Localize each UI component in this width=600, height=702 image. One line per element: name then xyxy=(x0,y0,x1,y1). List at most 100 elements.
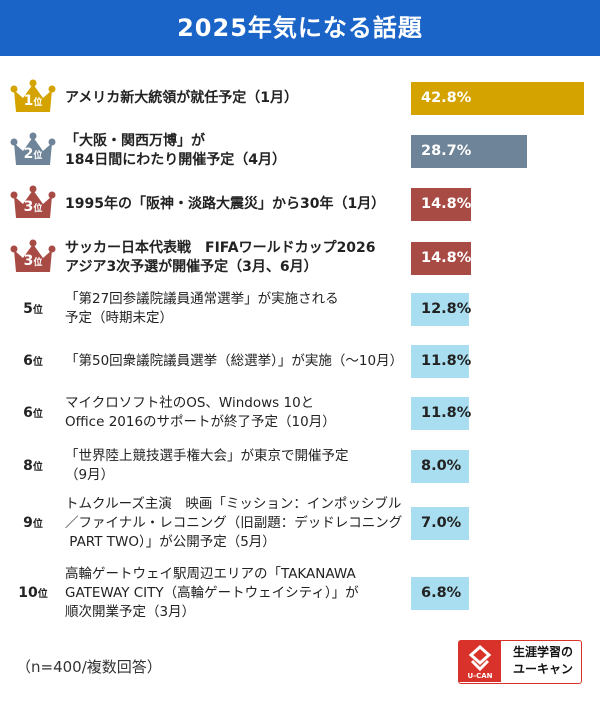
rank-indicator: 2位 xyxy=(8,131,58,171)
crown-icon xyxy=(10,79,56,112)
category-label-line: アメリカ新大統領が就任予定（1月） xyxy=(65,89,299,106)
bar-value-label: 42.8% xyxy=(421,90,472,106)
category-label-line: ／ファイナル・レコニング（旧副題：デッドレコニング xyxy=(65,514,403,531)
category-label-line: （9月） xyxy=(65,467,115,483)
bar: 11.8% xyxy=(411,397,472,430)
rank-number: 9位 xyxy=(23,515,43,531)
rank-indicator: 3位 xyxy=(8,238,58,278)
category-label-line: Office 2016のサポートが終了予定（10月） xyxy=(65,414,336,430)
survey-note: （n=400/複数回答） xyxy=(16,658,162,676)
ucan-logo-mark: U-CAN xyxy=(459,641,501,682)
category-label-text: アメリカ新大統領が就任予定（1月） xyxy=(65,89,298,108)
rank-number: 2位 xyxy=(8,146,58,162)
rank-suffix: 位 xyxy=(33,98,43,108)
category-label-text: 「第50回衆議院議員選挙（総選挙）」が実施（〜10月） xyxy=(65,352,403,371)
bar: 14.8% xyxy=(411,188,471,221)
rank-suffix: 位 xyxy=(32,409,43,420)
rank-indicator: 5位 xyxy=(8,289,58,329)
category-label-line: 「第27回参議院議員通常選挙」が実施される xyxy=(65,291,339,307)
rank-suffix: 位 xyxy=(33,204,43,214)
category-label-line: トムクルーズ主演 映画「ミッション：インポッシブル xyxy=(65,495,402,512)
category-label: 「世界陸上競技選手権大会」が東京で開催予定 （9月） xyxy=(65,442,405,490)
category-label-text: 高輪ゲートウェイ駅周辺エリアの「TAKANAWA GATEWAY CITY（高輪ゲ… xyxy=(65,565,359,622)
rank-value: 2 xyxy=(23,146,34,162)
rank-suffix: 位 xyxy=(32,305,43,316)
bar-value-label: 11.8% xyxy=(421,405,472,421)
rank-suffix: 位 xyxy=(32,357,43,368)
rank-value: 3 xyxy=(23,199,34,215)
category-label-line: マイクロソフト社のOS、Windows 10と xyxy=(65,395,315,411)
crown-icon xyxy=(10,185,56,218)
rank-number: 3位 xyxy=(8,253,58,269)
rank-value: 10 xyxy=(18,585,38,601)
bar: 28.7% xyxy=(411,135,527,168)
category-label-line: PART TWO）」が公開予定（5月） xyxy=(65,533,276,550)
ucan-logo: U-CAN 生涯学習の ユーキャン xyxy=(458,640,582,684)
category-label: 「大阪・関西万博」が 184日間にわたり開催予定（4月） xyxy=(65,127,405,175)
category-label-text: 「大阪・関西万博」が 184日間にわたり開催予定（4月） xyxy=(65,132,286,170)
category-label: マイクロソフト社のOS、Windows 10と Office 2016のサポートが… xyxy=(65,389,405,437)
rank-suffix: 位 xyxy=(33,258,43,268)
category-label: サッカー日本代表戦 FIFAワールドカップ2026 アジア3次予選が開催予定（3月… xyxy=(65,234,405,282)
category-label-line: 「第50回衆議院議員選挙（総選挙）」が実施（〜10月） xyxy=(65,352,404,369)
category-label: トムクルーズ主演 映画「ミッション：インポッシブル ／ファイナル・レコニング（旧副… xyxy=(65,490,405,556)
category-label-text: 「世界陸上競技選手権大会」が東京で開催予定 （9月） xyxy=(65,447,349,485)
bar-value-label: 14.8% xyxy=(421,196,472,212)
bar: 14.8% xyxy=(411,242,471,275)
rank-value: 3 xyxy=(23,253,34,269)
category-label-line: 「世界陸上競技選手権大会」が東京で開催予定 xyxy=(65,448,349,464)
rank-number: 5位 xyxy=(23,301,43,317)
rank-indicator: 6位 xyxy=(8,341,58,381)
rank-indicator: 3位 xyxy=(8,184,58,224)
crown-icon xyxy=(10,132,56,165)
category-label-line: 予定（時期未定） xyxy=(65,310,173,326)
rank-indicator: 1位 xyxy=(8,78,58,118)
rank-indicator: 8位 xyxy=(8,446,58,486)
rank-suffix: 位 xyxy=(32,519,43,530)
category-label-text: トムクルーズ主演 映画「ミッション：インポッシブル ／ファイナル・レコニング（旧副… xyxy=(65,495,402,552)
bar: 11.8% xyxy=(411,345,472,378)
rank-indicator: 9位 xyxy=(8,503,58,543)
rank-value: 5 xyxy=(23,301,33,317)
category-label-line: アジア3次予選が開催予定（3月、6月） xyxy=(65,259,318,275)
bar: 42.8% xyxy=(411,82,584,115)
category-label-text: サッカー日本代表戦 FIFAワールドカップ2026 アジア3次予選が開催予定（3月… xyxy=(65,239,376,277)
bar-value-label: 11.8% xyxy=(421,353,472,369)
category-label-text: 1995年の「阪神・淡路大震災」から30年（1月） xyxy=(65,195,385,214)
bar: 8.0% xyxy=(411,450,469,483)
rank-number: 1位 xyxy=(8,93,58,109)
bar-value-label: 28.7% xyxy=(421,143,472,159)
category-label-line: 高輪ゲートウェイ駅周辺エリアの「TAKANAWA xyxy=(65,565,356,582)
rank-number: 8位 xyxy=(23,458,43,474)
bar: 12.8% xyxy=(411,293,472,326)
category-label: 1995年の「阪神・淡路大震災」から30年（1月） xyxy=(65,184,405,224)
category-label: アメリカ新大統領が就任予定（1月） xyxy=(65,78,405,118)
category-label: 「第27回参議院議員通常選挙」が実施される 予定（時期未定） xyxy=(65,285,405,333)
bar: 6.8% xyxy=(411,577,469,610)
rank-value: 1 xyxy=(23,93,34,109)
rank-indicator: 10位 xyxy=(8,573,58,613)
rank-value: 6 xyxy=(23,353,33,369)
logo-line-2: ユーキャン xyxy=(512,662,573,676)
page-title: 2025年気になる話題 xyxy=(0,0,600,56)
rank-number: 10位 xyxy=(18,585,47,601)
category-label: 高輪ゲートウェイ駅周辺エリアの「TAKANAWA GATEWAY CITY（高輪ゲ… xyxy=(65,560,405,626)
category-label-text: 「第27回参議院議員通常選挙」が実施される 予定（時期未定） xyxy=(65,290,339,328)
ucan-emblem-icon xyxy=(468,644,492,672)
category-label-line: 「大阪・関西万博」が xyxy=(65,133,205,149)
rank-suffix: 位 xyxy=(32,462,43,473)
rank-value: 6 xyxy=(23,405,33,421)
bar-value-label: 7.0% xyxy=(421,515,462,531)
category-label-line: 184日間にわたり開催予定（4月） xyxy=(65,152,286,168)
bar-value-label: 12.8% xyxy=(421,301,472,317)
logo-line-1: 生涯学習の xyxy=(512,645,573,659)
rank-indicator: 6位 xyxy=(8,393,58,433)
rank-number: 3位 xyxy=(8,199,58,215)
category-label-text: マイクロソフト社のOS、Windows 10と Office 2016のサポートが… xyxy=(65,394,336,432)
ucan-mark-text: U-CAN xyxy=(467,672,493,680)
rank-number: 6位 xyxy=(23,405,43,421)
category-label-line: GATEWAY CITY（高輪ゲートウェイシティ）」が xyxy=(65,584,359,601)
crown-icon xyxy=(10,239,56,272)
bar-value-label: 14.8% xyxy=(421,250,472,266)
bar-value-label: 8.0% xyxy=(421,458,462,474)
